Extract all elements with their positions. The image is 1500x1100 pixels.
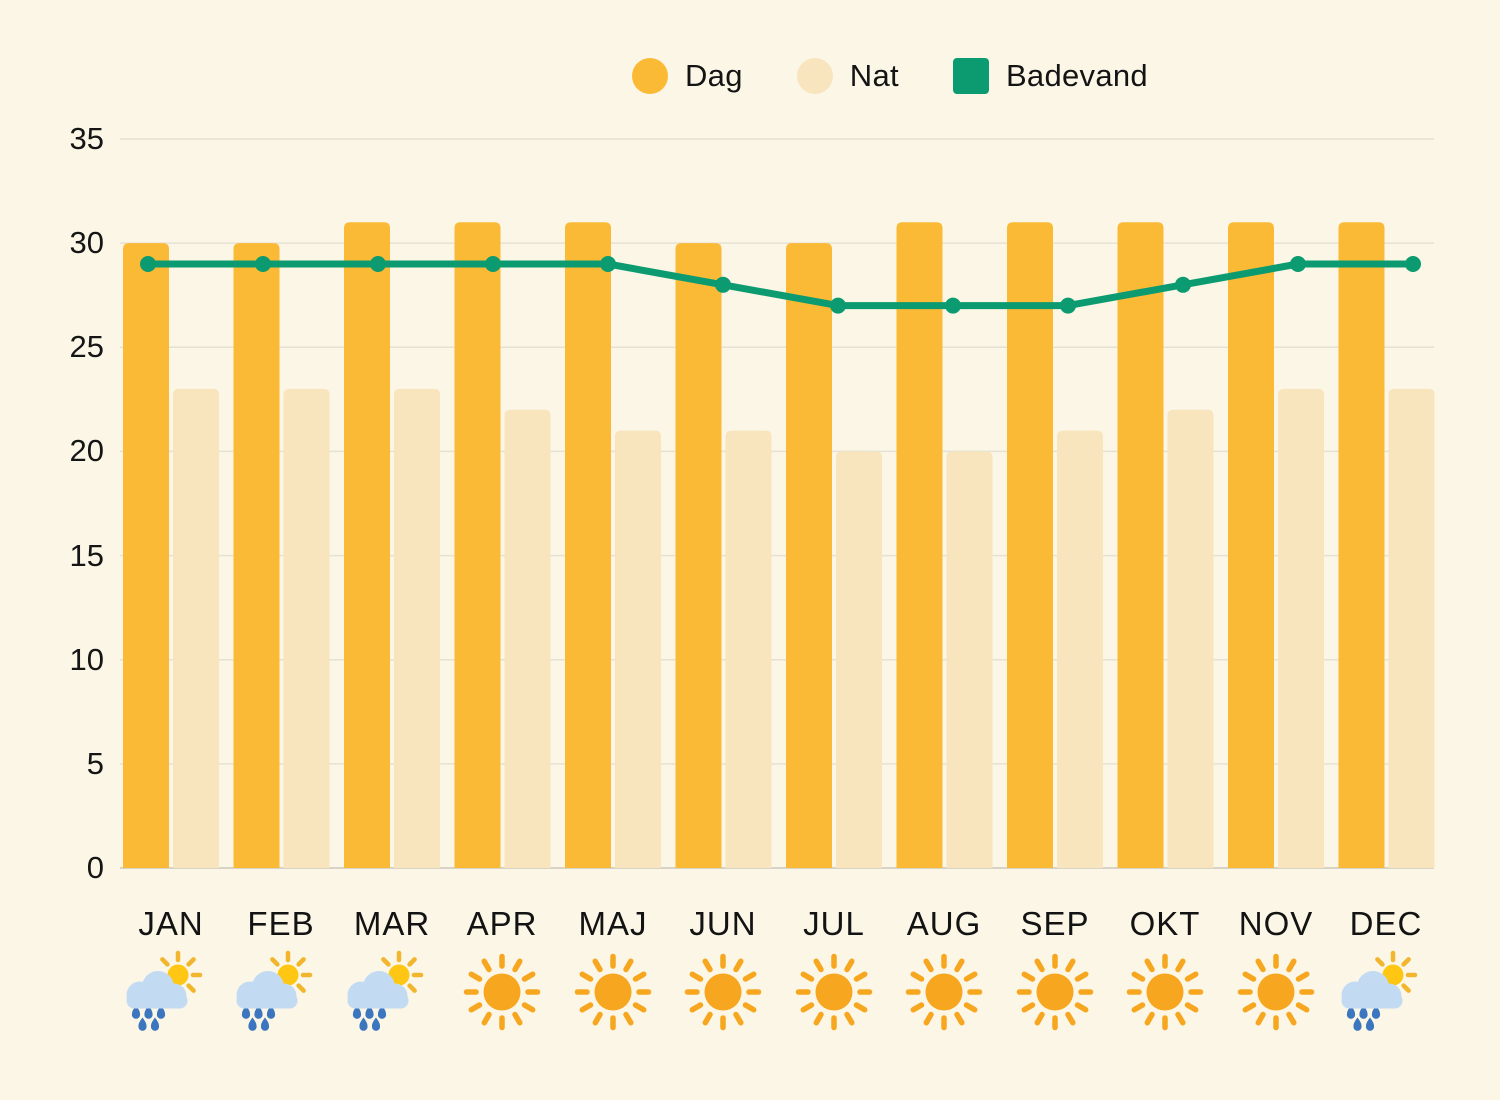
y-tick-label-10: 10 [69,642,104,677]
bar-dag-nov[interactable] [1228,222,1274,869]
bar-nat-aug[interactable] [946,451,993,868]
sun-rain-icon [342,942,442,1042]
sun-rain-icon [121,942,221,1042]
month-label-jun: JUN [689,905,757,942]
bar-dag-okt[interactable] [1117,222,1164,869]
badevand-point-jul[interactable] [830,297,846,314]
bar-dag-maj[interactable] [565,222,611,869]
bar-nat-okt[interactable] [1167,409,1214,868]
legend-label-badevand: Badevand [1005,58,1148,93]
month-label-nov: NOV [1238,905,1314,942]
badevand-point-jun[interactable] [715,276,731,293]
nat-swatch-icon [796,58,833,94]
badevand-point-feb[interactable] [255,256,271,272]
y-tick-label-30: 30 [69,225,104,260]
badevand-line [144,260,1417,310]
badevand-point-maj[interactable] [600,256,616,272]
month-label-jul: JUL [803,905,865,942]
bar-nat-jan[interactable] [173,388,219,868]
sun-icon [894,942,994,1042]
sun-rain-icon [1336,942,1436,1042]
badevand-point-aug[interactable] [945,297,961,314]
badevand-point-jan[interactable] [140,256,156,272]
sun-icon [1115,942,1215,1042]
dag-swatch-icon [632,58,668,94]
bar-dag-jul[interactable] [786,243,832,869]
bar-nat-feb[interactable] [283,388,330,868]
month-label-apr: APR [466,905,538,942]
bar-dag-feb[interactable] [233,243,280,869]
month-label-okt: OKT [1129,905,1201,942]
y-tick-label-0: 0 [86,850,104,885]
bar-nat-nov[interactable] [1278,388,1324,868]
y-tick-label-15: 15 [69,538,104,573]
bar-dag-jan[interactable] [123,243,169,869]
month-label-aug: AUG [906,905,982,942]
bar-dag-sep[interactable] [1007,222,1053,869]
y-tick-label-20: 20 [69,433,104,468]
bar-nat-jun[interactable] [725,430,772,868]
badevand-point-mar[interactable] [370,256,386,272]
bar-dag-mar[interactable] [344,222,390,869]
sun-rain-icon [231,942,331,1042]
month-label-mar: MAR [353,905,431,942]
sun-icon [784,942,884,1042]
sun-icon [673,942,773,1042]
chart-legend: Dag Nat Badevand [632,58,1148,94]
bar-dag-apr[interactable] [454,222,501,869]
legend-label-nat: Nat [849,58,899,93]
bar-nat-jul[interactable] [836,451,882,868]
y-tick-label-5: 5 [86,746,104,781]
bar-nat-apr[interactable] [504,409,551,868]
sun-icon [452,942,552,1042]
month-label-dec: DEC [1349,905,1423,942]
bar-nat-sep[interactable] [1057,430,1103,868]
sun-icon [1005,942,1105,1042]
month-label-maj: MAJ [578,905,648,942]
bar-nat-maj[interactable] [615,430,661,868]
sun-icon [563,942,663,1042]
y-tick-label-35: 35 [69,121,104,156]
sun-icon [1226,942,1326,1042]
y-tick-label-25: 25 [69,329,104,364]
legend-item-dag[interactable]: Dag [632,58,743,94]
legend-item-badevand[interactable]: Badevand [952,58,1148,94]
bar-dag-dec[interactable] [1338,222,1385,869]
month-label-sep: SEP [1020,905,1090,942]
bar-dag-aug[interactable] [896,222,943,869]
badevand-point-okt[interactable] [1175,276,1191,293]
month-label-jan: JAN [138,905,204,942]
bar-dag-jun[interactable] [675,243,722,869]
bar-nat-mar[interactable] [394,388,440,868]
badevand-point-nov[interactable] [1290,256,1306,272]
bar-nat-dec[interactable] [1388,388,1435,868]
badevand-point-apr[interactable] [485,256,501,272]
legend-label-dag: Dag [685,58,743,93]
legend-item-nat[interactable]: Nat [796,58,899,94]
badevand-point-sep[interactable] [1060,297,1076,314]
badevand-point-dec[interactable] [1405,256,1421,272]
month-label-feb: FEB [247,905,315,942]
badevand-swatch-icon [952,58,989,94]
